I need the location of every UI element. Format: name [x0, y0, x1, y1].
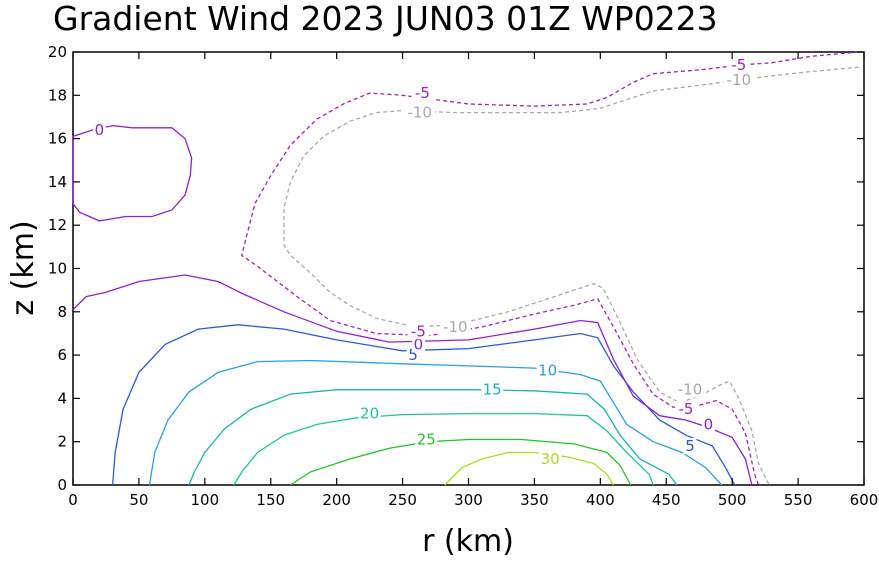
plot-frame [72, 51, 865, 486]
contour-line-10-4 [148, 359, 723, 486]
contour-label-20: 20 [360, 405, 379, 423]
y-axis-label: z (km) [6, 220, 41, 315]
y-tick-label-12: 12 [48, 216, 67, 234]
contour-label-bg-3 [481, 381, 504, 398]
contour-line--5-8 [240, 51, 859, 486]
contour-label-bg-9 [92, 121, 106, 138]
contour-label-30: 30 [541, 450, 560, 468]
contour-label--5: -5 [731, 56, 746, 74]
contour-label--5: -5 [679, 400, 694, 418]
contour-label-bg-11 [404, 104, 436, 121]
y-tick-label-8: 8 [57, 303, 67, 321]
x-axis-label: r (km) [422, 524, 514, 559]
y-tick-label-0: 0 [57, 476, 67, 494]
contour-label--10: -10 [678, 381, 703, 399]
y-tick-label-20: 20 [48, 43, 67, 61]
contour-label-25: 25 [417, 431, 436, 449]
contour-label-bg-12 [727, 57, 750, 73]
y-axis-ticks: 0 2 4 6 8 10 12 14 16 18 20 [48, 43, 864, 494]
contour-label-bg-10 [411, 85, 434, 102]
contour-label-bg-2 [358, 405, 381, 422]
contour-line-20-2 [233, 412, 654, 486]
contour-label-bg-16 [701, 416, 715, 433]
contour-line--10-9 [283, 66, 859, 486]
contour-label-5: 5 [685, 437, 695, 455]
contour-label-bg-8 [439, 319, 471, 335]
contour-label-bg-17 [683, 438, 697, 454]
x-tick-label-150: 150 [256, 491, 285, 509]
contour-label-0: 0 [414, 335, 424, 353]
y-tick-label-4: 4 [57, 389, 67, 407]
contour-label-0: 0 [95, 121, 105, 139]
contour-label-bg-13 [723, 72, 755, 89]
contour-label-bg-14 [674, 381, 706, 398]
x-tick-label-550: 550 [784, 491, 813, 509]
contour-label-5: 5 [408, 346, 418, 364]
x-tick-label-50: 50 [129, 491, 148, 509]
x-tick-label-100: 100 [191, 491, 220, 509]
contour-label--5: -5 [415, 84, 430, 102]
contour-label--10: -10 [443, 318, 468, 336]
x-tick-label-400: 400 [586, 491, 615, 509]
contour-label-bg-0 [539, 451, 562, 467]
contour-line-25-1 [290, 438, 632, 486]
x-tick-label-0: 0 [68, 491, 78, 509]
x-tick-label-200: 200 [322, 491, 351, 509]
contour-line-0-7 [72, 124, 193, 222]
contour-line-30-0 [444, 451, 615, 486]
y-tick-label-16: 16 [48, 130, 67, 148]
x-axis-ticks: 0 50 100 150 200 250 300 350 400 450 500 550 600 [68, 52, 878, 509]
contour-label-bg-15 [675, 401, 697, 418]
x-tick-label-600: 600 [850, 491, 879, 509]
contour-label--10: -10 [407, 104, 432, 122]
x-tick-label-250: 250 [388, 491, 417, 509]
x-tick-label-500: 500 [718, 491, 747, 509]
contour-line-15-3 [188, 389, 678, 486]
contour-lines [72, 51, 859, 486]
y-tick-label-2: 2 [57, 433, 67, 451]
contour-label-10: 10 [538, 361, 557, 379]
contour-label-bg-7 [407, 323, 430, 340]
chart-title: Gradient Wind 2023 JUN03 01Z WP0223 [53, 0, 718, 38]
y-tick-label-18: 18 [48, 86, 67, 104]
y-tick-label-10: 10 [48, 260, 67, 278]
contour-line-0-6 [72, 274, 753, 486]
contour-line-5-5 [111, 324, 736, 486]
contour-label-bg-1 [415, 431, 438, 448]
contour-label--10: -10 [727, 71, 752, 89]
contour-label-0: 0 [704, 415, 714, 433]
x-tick-label-450: 450 [652, 491, 681, 509]
x-tick-label-350: 350 [520, 491, 549, 509]
contour-label-bg-4 [536, 362, 559, 379]
contour-label-bg-6 [411, 336, 425, 353]
contour-label--5: -5 [411, 322, 426, 340]
y-tick-label-6: 6 [57, 346, 67, 364]
y-tick-label-14: 14 [48, 173, 67, 191]
x-tick-label-300: 300 [454, 491, 483, 509]
contour-label-15: 15 [483, 381, 502, 399]
